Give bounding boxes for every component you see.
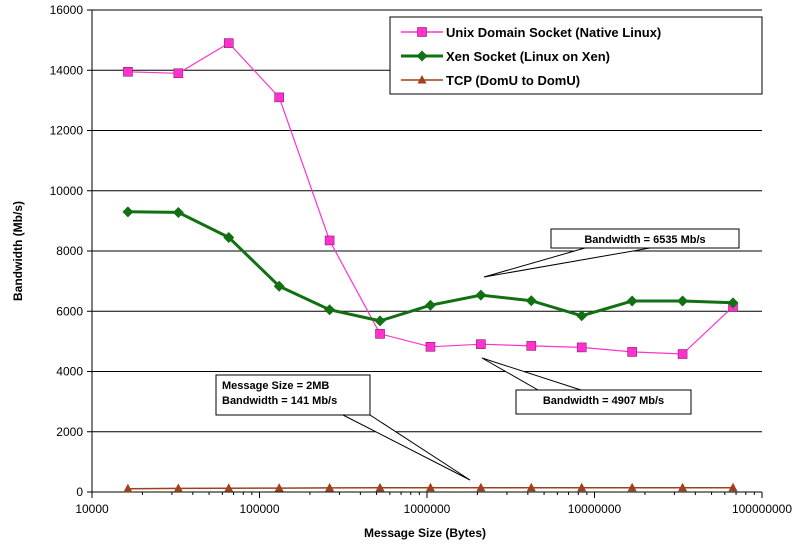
data-point bbox=[324, 304, 336, 316]
series-diamond bbox=[122, 206, 739, 327]
data-point bbox=[577, 482, 587, 492]
data-point bbox=[172, 206, 184, 218]
data-point bbox=[273, 280, 285, 292]
data-point bbox=[728, 482, 738, 492]
annotation-box bbox=[515, 389, 692, 415]
data-point bbox=[223, 231, 235, 243]
y-tick-label: 6000 bbox=[56, 304, 83, 318]
data-point bbox=[274, 92, 284, 103]
y-tick-label: 4000 bbox=[56, 365, 83, 379]
data-point bbox=[173, 68, 184, 79]
data-point bbox=[375, 329, 385, 339]
annotation-pointer bbox=[342, 414, 471, 481]
x-axis-title: Message Size (Bytes) bbox=[364, 526, 486, 540]
legend-item: TCP (DomU to DomU) bbox=[401, 73, 580, 88]
y-tick-label: 8000 bbox=[56, 244, 83, 258]
annotation: Bandwidth = 4907 Mb/s bbox=[481, 357, 692, 415]
y-tick-label: 14000 bbox=[50, 63, 84, 77]
annotation-text: Bandwidth = 6535 Mb/s bbox=[584, 234, 705, 246]
legend-item: Xen Socket (Linux on Xen) bbox=[401, 49, 610, 64]
x-tick-label: 10000 bbox=[75, 502, 109, 516]
data-point bbox=[375, 482, 385, 492]
y-tick-label: 10000 bbox=[50, 184, 84, 198]
annotation-pointer bbox=[483, 247, 651, 278]
series-lines bbox=[122, 38, 739, 493]
data-point bbox=[627, 347, 637, 357]
legend-label: Unix Domain Socket (Native Linux) bbox=[446, 25, 661, 40]
legend-label: TCP (DomU to DomU) bbox=[446, 73, 580, 88]
axes bbox=[87, 9, 763, 498]
x-tick-label: 10000000 bbox=[568, 502, 622, 516]
data-point bbox=[525, 295, 537, 307]
data-point bbox=[677, 295, 689, 307]
annotation: Message Size = 2MB Bandwidth = 141 Mb/s bbox=[215, 374, 471, 481]
annotation-text: Message Size = 2MB bbox=[222, 380, 329, 392]
data-point bbox=[425, 482, 435, 492]
data-point bbox=[475, 289, 487, 301]
legend-marker bbox=[416, 50, 428, 62]
data-point bbox=[122, 206, 134, 218]
data-point bbox=[374, 315, 386, 327]
annotation-pointer bbox=[481, 357, 582, 391]
y-axis-title: Bandwidth (Mb/s) bbox=[11, 201, 25, 301]
annotation: Bandwidth = 6535 Mb/s bbox=[483, 228, 740, 278]
data-point bbox=[123, 483, 133, 493]
annotation-box bbox=[550, 228, 740, 249]
data-point bbox=[324, 235, 335, 246]
data-point bbox=[678, 482, 688, 492]
legend-marker bbox=[417, 75, 427, 84]
data-point bbox=[626, 295, 638, 307]
data-point bbox=[576, 310, 588, 322]
legend: Unix Domain Socket (Native Linux) Xen Soc… bbox=[389, 16, 763, 95]
annotation-text: Bandwidth = 4907 Mb/s bbox=[543, 395, 664, 407]
legend-marker bbox=[417, 27, 427, 37]
gridlines bbox=[92, 9, 762, 433]
data-point bbox=[576, 342, 587, 353]
data-point bbox=[627, 482, 637, 492]
x-tick-labels: 10000 100000 1000000 10000000 100000000 bbox=[75, 502, 792, 516]
data-point bbox=[526, 341, 537, 351]
y-tick-label: 0 bbox=[76, 485, 83, 499]
x-tick-label: 100000 bbox=[239, 502, 279, 516]
x-tick-label: 1000000 bbox=[404, 502, 451, 516]
series-triangle bbox=[123, 482, 738, 493]
legend-item: Unix Domain Socket (Native Linux) bbox=[401, 25, 661, 40]
y-tick-label: 12000 bbox=[50, 124, 84, 138]
annotation-text: Bandwidth = 141 Mb/s bbox=[222, 395, 337, 407]
data-point bbox=[727, 297, 739, 309]
data-point bbox=[677, 349, 688, 359]
data-point bbox=[173, 483, 183, 492]
x-tick-label: 100000000 bbox=[732, 502, 792, 516]
data-point bbox=[476, 339, 486, 349]
data-point bbox=[325, 482, 335, 492]
callout-annotations: Bandwidth = 6535 Mb/s Bandwidth = 4907 Mb… bbox=[215, 228, 740, 481]
data-point bbox=[274, 483, 284, 492]
data-point bbox=[526, 482, 536, 492]
data-point bbox=[476, 482, 486, 492]
y-tick-labels: 0 2000 4000 6000 8000 10000 12000 14000 16000 bbox=[50, 3, 84, 499]
y-tick-label: 2000 bbox=[56, 425, 83, 439]
data-point bbox=[223, 38, 234, 48]
data-point bbox=[123, 66, 133, 77]
data-point bbox=[425, 341, 436, 352]
legend-label: Xen Socket (Linux on Xen) bbox=[446, 49, 610, 64]
y-tick-label: 16000 bbox=[50, 3, 84, 17]
legend-box bbox=[389, 16, 763, 95]
data-point bbox=[224, 483, 234, 492]
annotation-box bbox=[215, 374, 371, 416]
data-point bbox=[424, 299, 436, 311]
